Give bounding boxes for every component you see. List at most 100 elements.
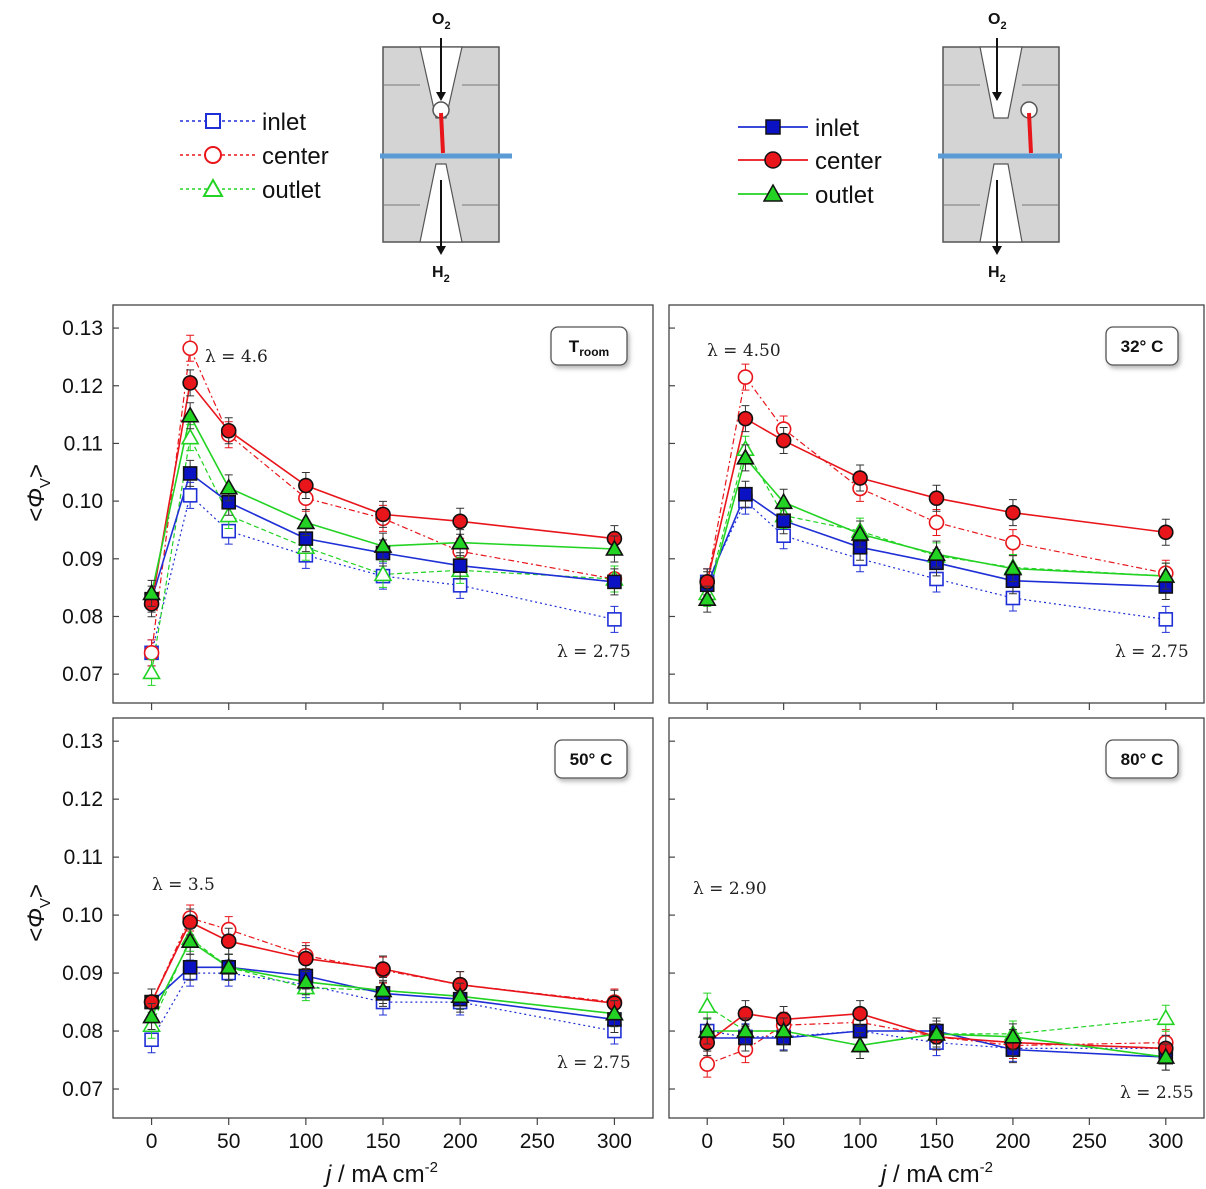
data-point-outlet-filled: [373, 536, 393, 553]
y-tick-label: 0.08: [62, 605, 103, 628]
x-tick-label: 50: [772, 1130, 795, 1153]
data-point-inlet-filled: [452, 558, 468, 574]
data-point-center-filled: [452, 513, 468, 530]
y-tick-label: 0.11: [64, 846, 103, 869]
data-point-outlet-filled: [450, 533, 470, 550]
data-point-center-filled: [375, 506, 391, 523]
legend-filled-center-label: center: [815, 148, 882, 175]
lambda-high-label: λ = 3.5: [152, 875, 215, 895]
legend-filled: inlet center outlet: [738, 115, 882, 209]
data-point-center-open: [143, 645, 160, 661]
y-tick-label: 0.07: [62, 663, 103, 686]
y-tick-label: 0.13: [62, 317, 103, 340]
legend-open-inlet-label: inlet: [262, 109, 306, 136]
x-tick-label: 150: [919, 1130, 954, 1153]
x-axis-label-right: j / mA cm-2: [878, 1159, 993, 1188]
x-axis-label-left: j / mA cm-2: [323, 1159, 438, 1188]
data-point-center-filled: [775, 432, 792, 449]
o2-label: O2: [988, 11, 1007, 32]
data-point-center-filled: [1005, 504, 1021, 521]
data-point-outlet-filled: [697, 589, 717, 606]
cell-schematic-right: O2 H2: [938, 11, 1062, 285]
plot-frame: [112, 717, 654, 1119]
data-point-outlet-filled: [850, 524, 870, 541]
data-point-center-open: [1005, 534, 1021, 551]
x-tick-label: 200: [443, 1130, 478, 1153]
temperature-badge: [550, 326, 628, 366]
data-point-outlet-filled: [296, 512, 316, 530]
h2-label: H2: [432, 264, 450, 285]
data-point-outlet-filled: [1003, 558, 1023, 576]
chart-panels: 0.07 0.08 0.09 0.10 0.11 0.12 0.13 Troom λ = 4.6…: [62, 304, 1205, 1153]
data-point-center-filled: [298, 950, 314, 967]
circle-marker-icon: [204, 146, 222, 164]
data-point-center-filled: [298, 477, 314, 494]
data-point-inlet-open: [182, 488, 198, 503]
legend-open-inlet: inlet: [180, 109, 306, 136]
data-point-outlet-filled: [450, 986, 470, 1004]
data-point-outlet-filled: [1003, 1027, 1023, 1044]
data-point-center-filled: [852, 470, 868, 486]
data-point-inlet-filled: [776, 513, 791, 529]
data-point-outlet-open: [142, 662, 161, 680]
data-point-outlet-filled: [1156, 566, 1176, 583]
lambda-low-label: λ = 2.55: [1120, 1083, 1194, 1103]
data-point-outlet-open: [180, 428, 200, 445]
data-point-outlet-filled: [736, 1021, 755, 1038]
legend-filled-inlet: inlet: [738, 115, 859, 142]
square-marker-icon: [205, 113, 221, 129]
legend-open-center-label: center: [262, 143, 329, 170]
data-point-outlet-filled: [1156, 1047, 1176, 1064]
legend-open-outlet-label: outlet: [262, 177, 321, 204]
y-tick-label: 0.12: [62, 788, 103, 811]
chart-panel-bottom-right: 0 50 100 150 200 250 300 80° C λ = 2.90 λ = 2.55: [668, 717, 1205, 1153]
x-tick-label: 50: [217, 1130, 240, 1153]
temperature-badge-label: 50° C: [570, 750, 613, 769]
data-point-outlet-filled: [142, 1006, 161, 1024]
x-tick-label: 250: [1072, 1130, 1107, 1153]
lambda-low-label: λ = 2.75: [557, 642, 631, 662]
data-point-outlet-filled: [697, 1021, 717, 1038]
data-point-outlet-filled: [373, 980, 393, 998]
circle-marker-icon: [764, 151, 782, 169]
data-point-outlet-filled: [850, 1035, 870, 1053]
data-point-center-open: [699, 1056, 716, 1072]
chart-panel-top-left: 0.07 0.08 0.09 0.10 0.11 0.12 0.13 Troom λ = 4.6…: [62, 304, 654, 710]
legend-open-outlet: outlet: [180, 177, 321, 204]
lambda-high-label: λ = 4.50: [707, 341, 781, 361]
data-point-outlet-filled: [219, 478, 239, 495]
triangle-marker-icon: [202, 177, 224, 197]
data-point-center-filled: [182, 914, 198, 930]
data-point-outlet-open: [697, 996, 717, 1013]
legend-filled-outlet: outlet: [738, 182, 874, 209]
data-point-center-filled: [220, 422, 237, 439]
x-tick-label: 150: [365, 1130, 400, 1153]
data-point-outlet-filled: [736, 448, 755, 465]
data-point-inlet-open: [1158, 612, 1174, 627]
data-point-outlet-filled: [180, 406, 200, 423]
data-point-inlet-open: [607, 612, 622, 627]
triangle-marker-icon: [762, 183, 784, 202]
x-tick-label: 0: [701, 1130, 713, 1153]
probe-icon: [1027, 112, 1033, 154]
temperature-badge: [1105, 326, 1179, 366]
x-tick-label: 100: [288, 1130, 323, 1153]
data-point-outlet-open: [1156, 1008, 1176, 1026]
x-tick-label: 300: [597, 1130, 632, 1153]
data-point-center-filled: [182, 375, 198, 391]
data-point-inlet-filled: [182, 466, 198, 481]
data-point-outlet-filled: [296, 972, 316, 989]
data-point-center-open: [182, 340, 198, 357]
x-tick-label: 100: [843, 1130, 878, 1153]
temperature-badge-label: Troom: [569, 337, 609, 359]
data-point-inlet-filled: [738, 486, 753, 502]
y-tick-label: 0.09: [62, 962, 103, 985]
x-tick-label: 200: [995, 1130, 1030, 1153]
temperature-badge-label: 80° C: [1121, 750, 1164, 769]
lambda-high-label: λ = 4.6: [205, 347, 268, 367]
data-point-center-filled: [852, 1005, 868, 1022]
square-marker-icon: [765, 119, 781, 135]
data-point-outlet-filled: [774, 492, 794, 510]
legend-filled-center: center: [738, 148, 882, 175]
